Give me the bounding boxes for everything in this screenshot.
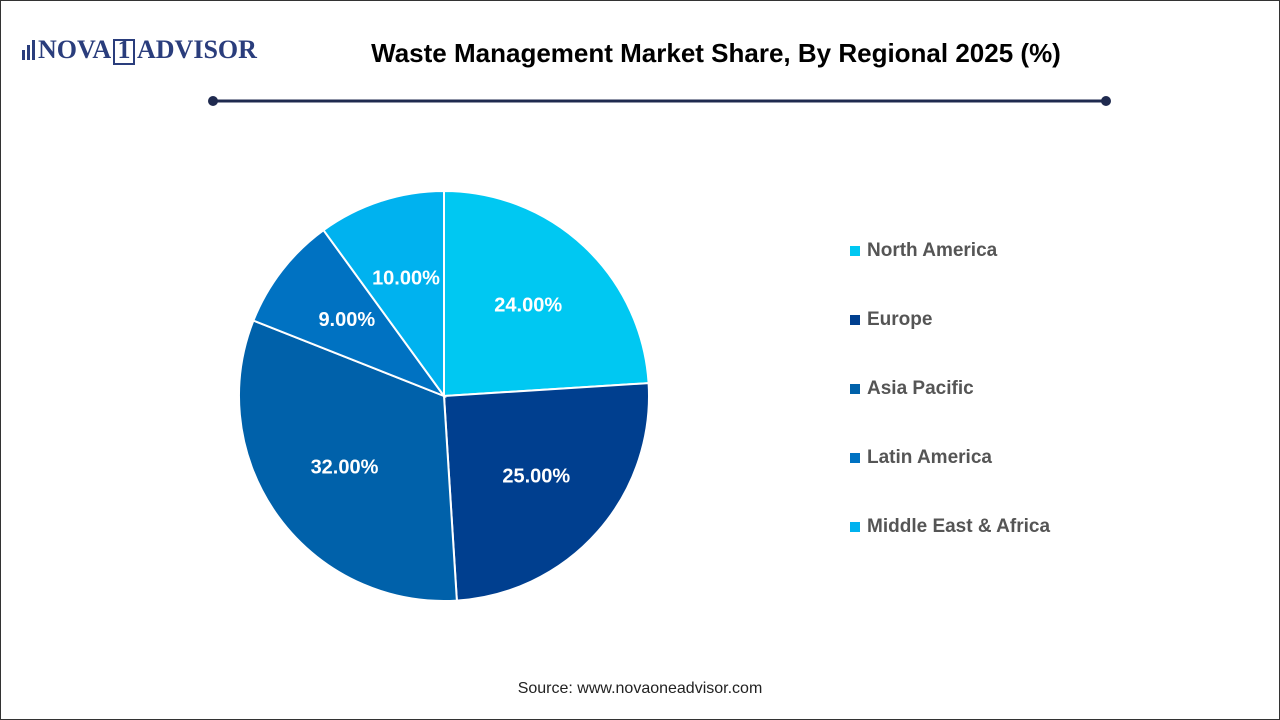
legend-label: Middle East & Africa <box>867 516 1050 537</box>
logo-bar <box>27 45 30 60</box>
logo-bar <box>22 50 25 60</box>
logo-text: NOVA <box>38 35 111 64</box>
logo: NOVA 1 ADVISOR <box>22 35 257 65</box>
pie-slice <box>252 228 447 399</box>
legend-swatch <box>850 246 860 256</box>
logo-text: ADVISOR <box>137 35 257 64</box>
legend-swatch <box>850 384 860 394</box>
legend-swatch <box>850 453 860 463</box>
logo-box <box>113 39 135 65</box>
source: Source: www.novaoneadvisor.com <box>518 680 763 697</box>
legend-label: Latin America <box>867 447 992 468</box>
logo-bar <box>32 40 35 60</box>
pie-slice <box>322 189 445 400</box>
rule-dot <box>1101 96 1111 106</box>
legend-label: Europe <box>867 309 932 330</box>
chart-title: Waste Management Market Share, By Region… <box>371 38 1061 68</box>
legend-label: North America <box>867 240 998 261</box>
pie-slice <box>442 382 650 602</box>
logo-text: 1 <box>118 35 131 64</box>
data-label: 32.00% <box>311 457 379 479</box>
data-label: 9.00% <box>318 309 375 331</box>
legend-swatch <box>850 522 860 532</box>
legend-swatch <box>850 315 860 325</box>
rule-dot <box>208 96 218 106</box>
pie-slice <box>238 319 458 602</box>
legend-label: Asia Pacific <box>867 378 974 399</box>
data-label: 25.00% <box>502 466 570 488</box>
pie-slice <box>443 189 650 398</box>
data-label: 10.00% <box>372 267 440 289</box>
data-label: 24.00% <box>494 295 562 317</box>
